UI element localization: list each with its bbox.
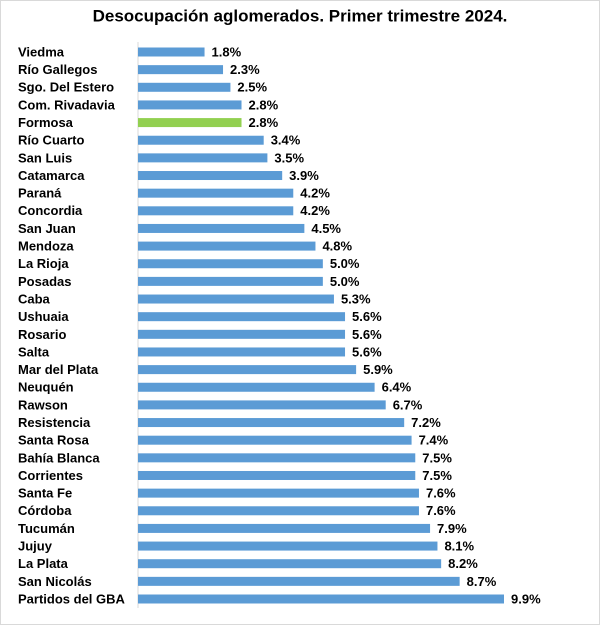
bar — [138, 312, 346, 322]
bar — [138, 347, 346, 357]
bar — [138, 100, 242, 110]
category-label: San Nicolás — [18, 574, 92, 589]
value-label: 8.7% — [467, 574, 497, 589]
category-label: Neuquén — [18, 380, 74, 395]
category-label: Partidos del GBA — [18, 591, 126, 606]
category-label: Posadas — [18, 274, 71, 289]
value-label: 7.9% — [437, 521, 467, 536]
bar — [138, 65, 224, 75]
value-label: 5.3% — [341, 291, 371, 306]
category-label: Paraná — [18, 186, 62, 201]
value-label: 9.9% — [511, 591, 541, 606]
category-label: Mar del Plata — [18, 362, 99, 377]
value-label: 5.0% — [330, 274, 360, 289]
category-label: San Juan — [18, 221, 76, 236]
value-label: 8.2% — [448, 556, 478, 571]
category-label: Ushuaia — [18, 309, 69, 324]
bar — [138, 188, 294, 198]
bar — [138, 523, 431, 533]
category-label: Santa Fe — [18, 486, 72, 501]
value-label: 6.7% — [393, 397, 423, 412]
value-label: 7.5% — [422, 468, 452, 483]
value-label: 2.5% — [237, 80, 267, 95]
category-label: Mendoza — [18, 239, 74, 254]
category-label: Corrientes — [18, 468, 83, 483]
category-label: Rosario — [18, 327, 66, 342]
category-label: Resistencia — [18, 415, 91, 430]
value-label: 3.4% — [271, 133, 301, 148]
bar — [138, 435, 412, 445]
category-label: Río Gallegos — [18, 62, 97, 77]
category-label: Córdoba — [18, 503, 72, 518]
bar — [138, 171, 283, 181]
category-label: Formosa — [18, 115, 74, 130]
bar — [138, 418, 405, 428]
value-label: 7.6% — [426, 486, 456, 501]
category-label: La Plata — [18, 556, 69, 571]
bar — [138, 541, 438, 551]
value-label: 3.5% — [274, 150, 304, 165]
bar — [138, 294, 334, 304]
value-label: 5.0% — [330, 256, 360, 271]
bar — [138, 470, 416, 480]
category-label: Bahía Blanca — [18, 450, 100, 465]
bar — [138, 453, 416, 463]
bar — [138, 382, 375, 392]
category-label: Jujuy — [18, 539, 53, 554]
bar — [138, 329, 346, 339]
value-label: 5.9% — [363, 362, 393, 377]
category-label: Com. Rivadavia — [18, 97, 116, 112]
value-label: 1.8% — [212, 44, 242, 59]
value-label: 5.6% — [352, 309, 382, 324]
value-label: 2.8% — [249, 115, 279, 130]
category-label: Catamarca — [18, 168, 85, 183]
value-label: 6.4% — [382, 380, 412, 395]
category-label: San Luis — [18, 150, 72, 165]
value-label: 4.2% — [300, 203, 330, 218]
value-label: 4.5% — [311, 221, 341, 236]
category-label: Viedma — [18, 44, 65, 59]
bar — [138, 576, 460, 586]
value-label: 3.9% — [289, 168, 319, 183]
value-label: 5.6% — [352, 344, 382, 359]
value-label: 8.1% — [444, 539, 474, 554]
category-label: La Rioja — [18, 256, 69, 271]
bar — [138, 153, 268, 163]
bar — [138, 400, 386, 410]
category-label: Santa Rosa — [18, 433, 90, 448]
bar — [138, 82, 231, 92]
value-label: 7.6% — [426, 503, 456, 518]
value-label: 7.2% — [411, 415, 441, 430]
value-label: 5.6% — [352, 327, 382, 342]
category-label: Salta — [18, 344, 50, 359]
value-label: 7.4% — [419, 433, 449, 448]
category-label: Río Cuarto — [18, 133, 85, 148]
bar — [138, 259, 323, 269]
category-label: Sgo. Del Estero — [18, 80, 114, 95]
bar — [138, 365, 357, 375]
bar — [138, 559, 442, 569]
bar — [138, 47, 205, 57]
bar — [138, 135, 264, 145]
chart-title: Desocupación aglomerados. Primer trimest… — [93, 6, 508, 25]
value-label: 2.8% — [249, 97, 279, 112]
bar — [138, 488, 419, 498]
bar — [138, 506, 419, 516]
value-label: 2.3% — [230, 62, 260, 77]
bar — [138, 276, 323, 286]
bar — [138, 223, 305, 233]
category-label: Tucumán — [18, 521, 75, 536]
value-label: 4.2% — [300, 186, 330, 201]
bar — [138, 594, 504, 604]
bar — [138, 118, 242, 128]
category-label: Caba — [18, 291, 51, 306]
category-label: Concordia — [18, 203, 83, 218]
bar — [138, 206, 294, 216]
value-label: 7.5% — [422, 450, 452, 465]
value-label: 4.8% — [322, 239, 352, 254]
bar — [138, 241, 316, 251]
category-label: Rawson — [18, 397, 68, 412]
